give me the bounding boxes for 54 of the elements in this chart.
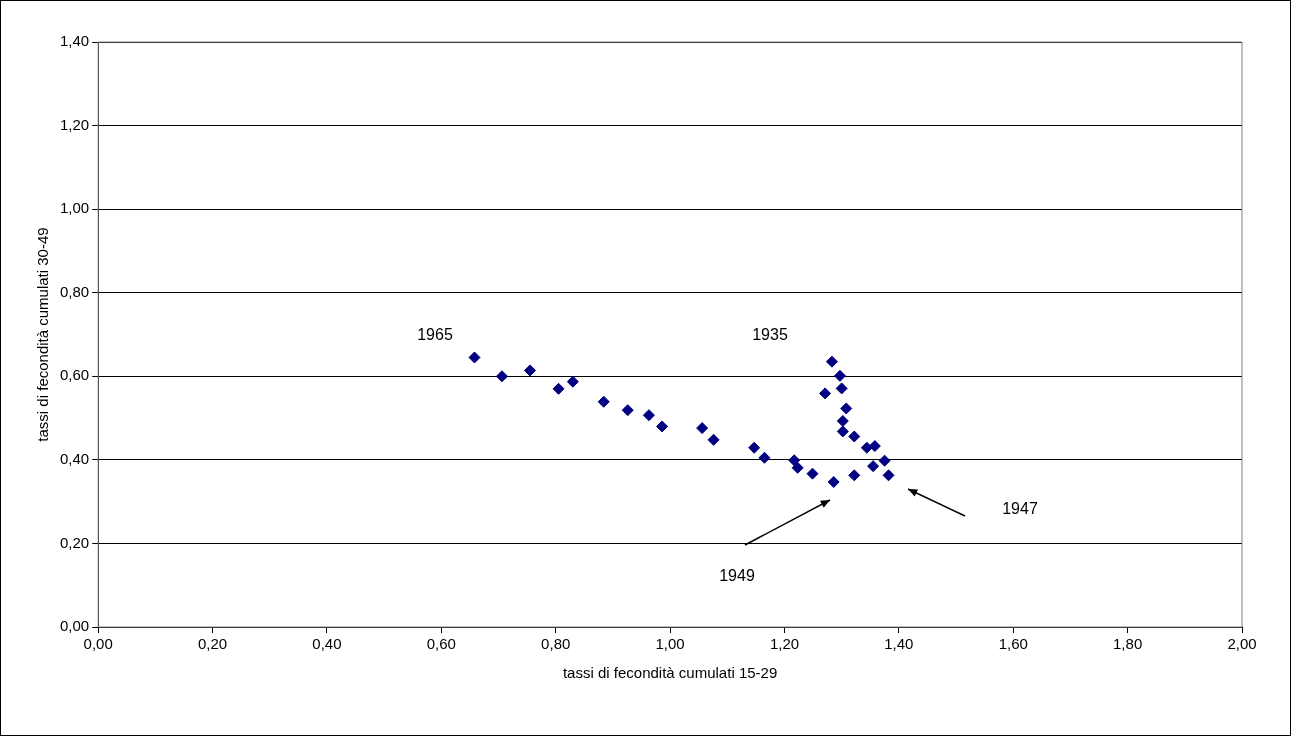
annotation: 1949	[719, 567, 755, 585]
point	[791, 461, 804, 474]
x-tick-label: 2,00	[1227, 635, 1257, 653]
point	[495, 370, 508, 383]
annotation: 1965	[417, 326, 453, 344]
x-tick-label: 1,80	[1113, 635, 1143, 653]
point	[840, 402, 853, 415]
point	[468, 351, 481, 364]
point	[566, 375, 579, 388]
point	[707, 433, 720, 446]
x-tick-label: 0,60	[426, 635, 456, 653]
point	[656, 420, 669, 433]
annotation: 1935	[752, 326, 788, 344]
x-axis-title: tassi di fecondità cumulati 15-29	[562, 664, 778, 682]
x-tick-label: 1,60	[998, 635, 1028, 653]
x-tick-label: 1,40	[884, 635, 914, 653]
y-tick-label: 1,20	[59, 115, 90, 133]
point	[835, 382, 848, 395]
x-tick-label: 1,20	[769, 635, 800, 653]
y-tick-label: 1,40	[59, 32, 90, 50]
y-axis-title: tassi di fecondità cumulati 30-49	[34, 227, 52, 442]
point	[696, 422, 709, 435]
x-tick-label: 0,00	[83, 635, 113, 653]
x-tick-label: 0,40	[312, 635, 342, 653]
y-tick-label: 0,20	[59, 533, 90, 551]
point	[819, 387, 832, 400]
point	[806, 467, 819, 480]
point	[552, 382, 565, 395]
point	[882, 469, 895, 482]
x-tick-label: 0,80	[541, 635, 571, 653]
point	[758, 451, 771, 464]
x-tick-label: 0,20	[197, 635, 228, 653]
point	[833, 369, 846, 382]
point	[836, 415, 849, 427]
point	[860, 441, 873, 454]
point	[848, 469, 861, 482]
point	[642, 409, 655, 422]
point	[621, 404, 634, 417]
point	[867, 460, 880, 473]
y-tick-label: 0,60	[59, 366, 90, 384]
point	[523, 364, 536, 377]
point	[878, 454, 891, 467]
y-tick-label: 0,80	[59, 282, 90, 300]
annotation: 1947	[1002, 500, 1038, 518]
point	[825, 355, 838, 368]
y-tick-label: 0,00	[59, 617, 90, 635]
point	[827, 476, 840, 488]
point	[836, 425, 849, 438]
y-tick-label: 0,40	[59, 450, 90, 467]
point	[848, 430, 861, 443]
point	[748, 441, 761, 454]
point	[597, 395, 610, 408]
y-tick-label: 1,00	[59, 199, 90, 217]
x-tick-label: 1,00	[655, 635, 685, 653]
